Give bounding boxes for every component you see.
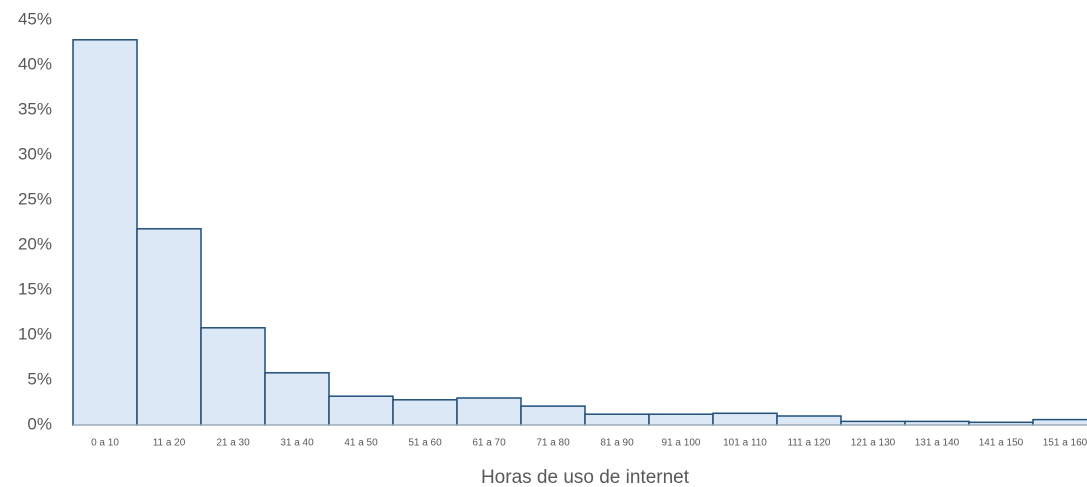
bar xyxy=(1032,418,1087,426)
x-tick-label: 151 a 160 xyxy=(1043,438,1087,449)
x-tick-label: 41 a 50 xyxy=(344,438,378,449)
x-tick-label: 0 a 10 xyxy=(91,438,119,449)
bar xyxy=(328,395,394,426)
x-tick-label: 51 a 60 xyxy=(408,438,442,449)
bar xyxy=(776,415,842,426)
bar xyxy=(904,420,970,426)
x-tick-label: 21 a 30 xyxy=(216,438,250,449)
x-tick-label: 101 a 110 xyxy=(723,438,767,449)
x-tick-label: 61 a 70 xyxy=(472,438,506,449)
bar xyxy=(712,412,778,426)
y-tick-label: 0% xyxy=(27,414,52,433)
y-tick-label: 35% xyxy=(18,99,52,118)
x-tick-label: 81 a 90 xyxy=(600,438,634,449)
x-tick-label: 121 a 130 xyxy=(851,438,896,449)
bar xyxy=(72,39,138,426)
y-tick-label: 5% xyxy=(27,369,52,388)
x-tick-label: 91 a 100 xyxy=(662,438,701,449)
x-tick-label: 131 a 140 xyxy=(915,438,960,449)
bar xyxy=(136,228,202,426)
y-tick-label: 30% xyxy=(18,144,52,163)
bar xyxy=(456,397,522,426)
y-tick-label: 15% xyxy=(18,279,52,298)
bar xyxy=(520,405,586,426)
bar xyxy=(840,420,906,426)
bar xyxy=(648,413,714,426)
x-axis-label: Horas de uso de internet xyxy=(481,467,690,487)
x-tick-label: 31 a 40 xyxy=(280,438,314,449)
bar xyxy=(584,413,650,426)
y-tick-label: 10% xyxy=(18,324,52,343)
x-tick-label: 111 a 120 xyxy=(787,438,830,449)
bar xyxy=(200,327,266,426)
bar xyxy=(392,399,458,426)
y-tick-label: 45% xyxy=(18,9,52,28)
y-tick-label: 20% xyxy=(18,234,52,253)
y-tick-label: 40% xyxy=(18,54,52,73)
x-tick-label: 71 a 80 xyxy=(536,438,570,449)
x-tick-label: 141 a 150 xyxy=(979,438,1024,449)
x-tick-label: 11 a 20 xyxy=(153,438,186,449)
bar xyxy=(264,372,330,426)
y-tick-label: 25% xyxy=(18,189,52,208)
